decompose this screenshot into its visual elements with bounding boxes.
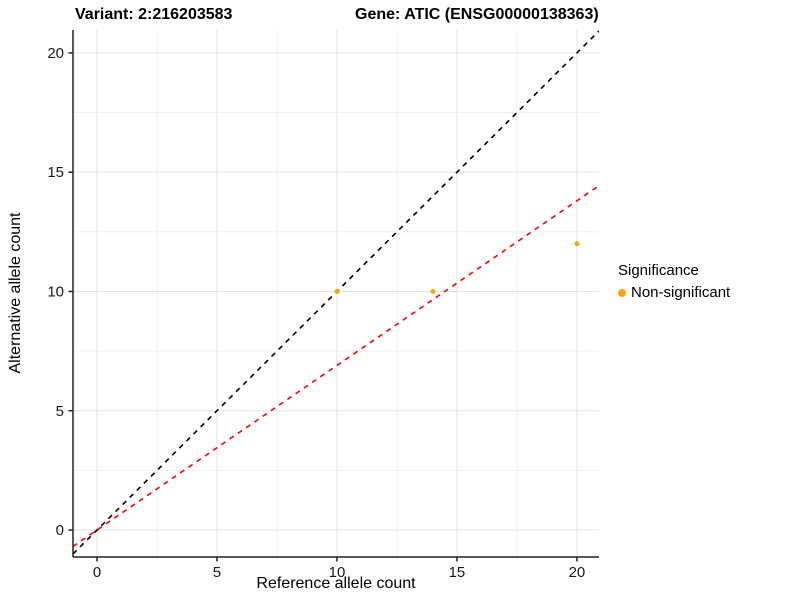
plot-title-gene: Gene: ATIC (ENSG00000138363): [355, 6, 599, 23]
y-tick-label: 20: [47, 45, 64, 62]
y-tick-label: 10: [47, 283, 64, 300]
legend-item-label: Non-significant: [631, 284, 731, 301]
legend-title: Significance: [618, 262, 699, 279]
data-point: [574, 241, 580, 247]
x-tick-label: 15: [449, 564, 466, 581]
y-tick-label: 5: [56, 403, 64, 420]
data-point: [334, 288, 340, 294]
x-axis-title: Reference allele count: [256, 575, 416, 592]
legend: Significance Non-significant: [618, 262, 730, 301]
y-tick-label: 15: [47, 164, 64, 181]
data-point: [430, 288, 436, 294]
x-tick-label: 0: [93, 564, 101, 581]
legend-point-icon: [618, 288, 626, 297]
plot-title-variant: Variant: 2:216203583: [75, 6, 233, 23]
x-tick-label: 20: [569, 564, 586, 581]
legend-item-non-significant: Non-significant: [618, 284, 730, 301]
fit-line: [73, 185, 599, 548]
y-tick-label: 0: [56, 522, 64, 539]
x-tick-label: 5: [213, 564, 221, 581]
x-tick-label: 10: [329, 564, 346, 581]
